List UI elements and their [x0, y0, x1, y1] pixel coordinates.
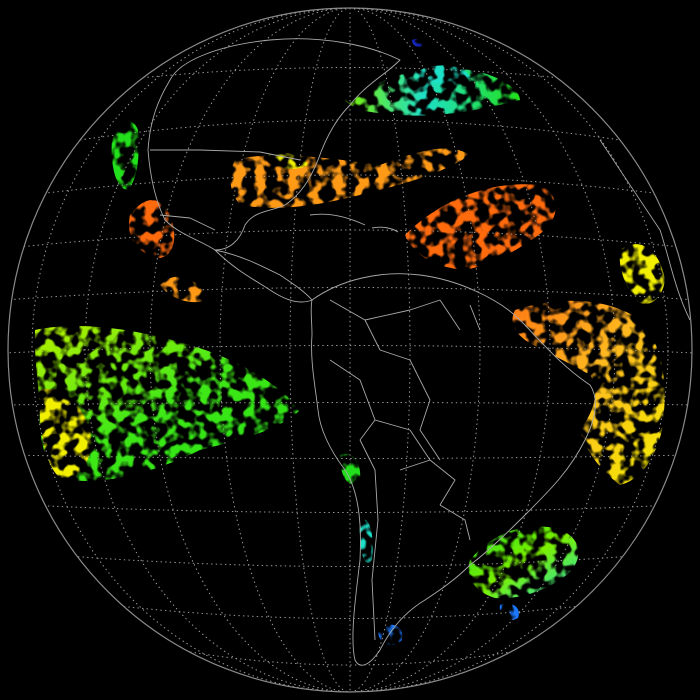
cloud-pacific — [34, 325, 301, 481]
meridian-line — [31, 8, 669, 692]
coastline-south-america — [310, 273, 596, 666]
border-paraguay — [429, 459, 456, 506]
cloud-mexico — [129, 200, 175, 258]
parallel-line — [8, 345, 692, 354]
border-uruguay — [439, 504, 471, 541]
cloud-brazil — [512, 300, 665, 485]
cloud-chile-south — [359, 519, 373, 564]
border-us-canada — [150, 149, 301, 161]
cloud-east-atlantic — [619, 244, 665, 304]
border-guianas — [439, 299, 481, 331]
border-venezuela — [364, 299, 441, 321]
cloud-argentina-blue — [378, 624, 403, 646]
parallel-line — [8, 287, 692, 301]
border-peru — [329, 359, 376, 441]
parallel-line — [119, 67, 581, 81]
cloud-atlantic — [405, 184, 556, 270]
island-cuba — [309, 213, 366, 226]
cloud-south-blue — [499, 603, 519, 621]
meridian-line — [219, 8, 481, 692]
coastline-africa — [599, 139, 691, 321]
parallel-line — [189, 651, 511, 666]
parallel-line — [9, 229, 691, 249]
cloud-pacific-yellow — [39, 389, 91, 479]
border-bolivia — [374, 419, 431, 471]
coastline-central-america — [214, 249, 313, 303]
cloud-layer — [34, 38, 665, 646]
island-hispaniola — [371, 226, 399, 233]
parallel-line — [54, 554, 646, 567]
coastline-north-america — [147, 38, 401, 251]
coastline-greenland — [539, 9, 601, 71]
cloud-gulf-band — [230, 148, 470, 208]
cloud-chile-coast — [340, 453, 361, 485]
border-brazil-west — [379, 349, 441, 461]
border-us-mexico — [159, 214, 216, 231]
cloud-west-coast — [111, 121, 139, 190]
cloud-east-pacific — [160, 276, 210, 303]
globe-outline — [7, 7, 693, 693]
cloud-south-atlantic — [468, 526, 579, 599]
parallel-line — [109, 604, 591, 619]
cloud-navy-spot — [412, 38, 423, 47]
border-colombia — [329, 299, 381, 351]
cloud-hudson — [420, 65, 470, 85]
cloud-us-yellow — [268, 153, 308, 169]
cloud-north-america — [345, 68, 520, 116]
border-argentina-chile — [359, 439, 379, 641]
coastline-iberia — [639, 159, 671, 211]
meridian-line — [289, 8, 411, 692]
